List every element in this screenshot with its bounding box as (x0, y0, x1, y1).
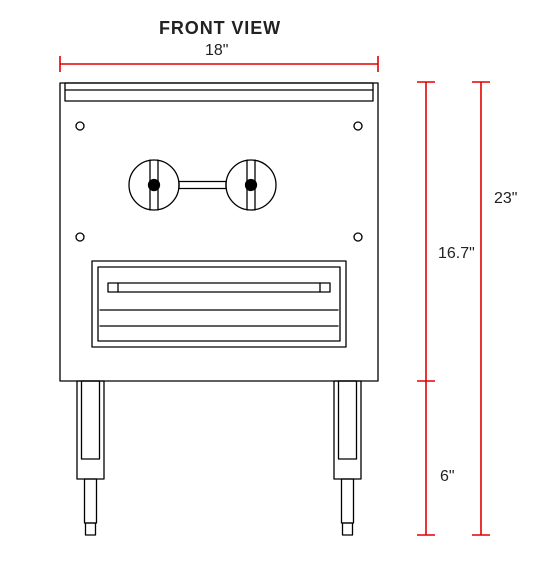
drawing-svg (0, 0, 550, 570)
dim-line-body-leg-height (417, 82, 435, 535)
screw-hole (354, 233, 362, 241)
body-outline (60, 83, 378, 381)
leg-right (334, 381, 361, 535)
drawer-outer (92, 261, 346, 347)
knob-left (129, 160, 179, 210)
leg-left (77, 381, 104, 535)
screw-hole (354, 122, 362, 130)
drawer-handle (108, 283, 330, 292)
knob-connector (179, 182, 226, 189)
screw-hole (76, 233, 84, 241)
drawer-inner (98, 267, 340, 341)
dim-line-total-height (472, 82, 490, 535)
knob-right (226, 160, 276, 210)
top-slot (65, 83, 373, 101)
screw-hole (76, 122, 84, 130)
dim-line-width (60, 56, 378, 72)
